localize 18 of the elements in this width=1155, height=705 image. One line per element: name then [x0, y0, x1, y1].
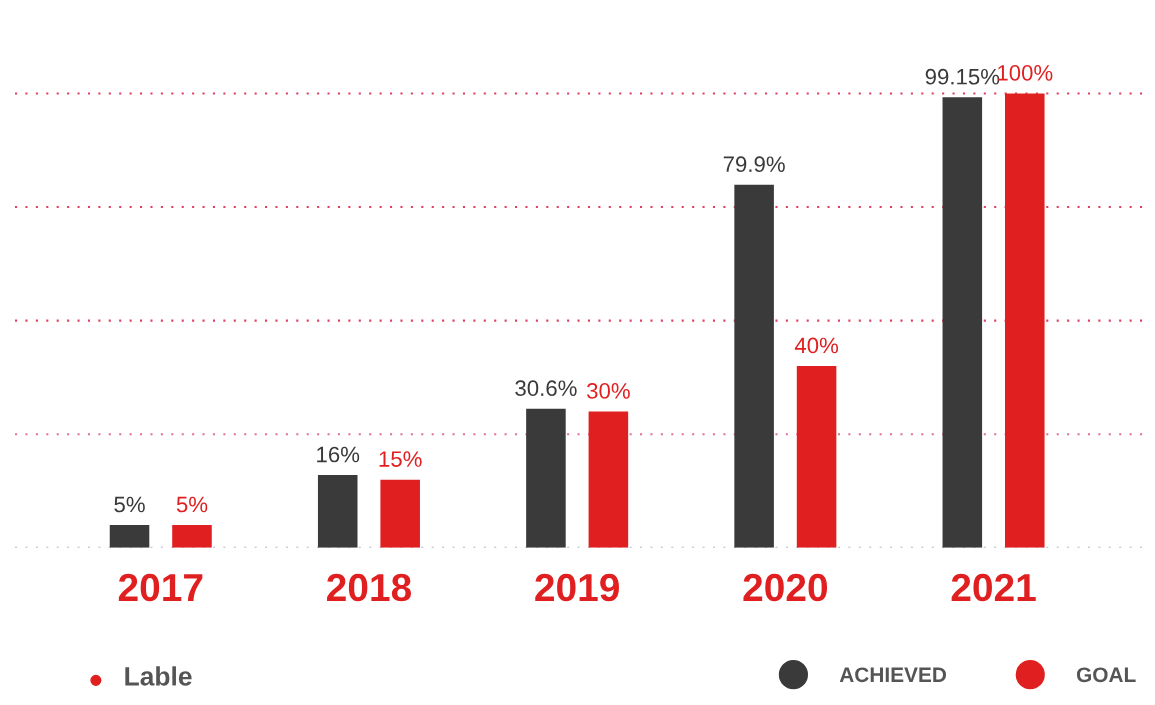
x-tick-label: 2021: [951, 573, 1036, 602]
data-label: 99.15%: [925, 68, 1000, 85]
data-label: 5%: [176, 496, 208, 513]
data-label: 30.6%: [515, 380, 577, 397]
data-label: 100%: [998, 64, 1053, 81]
legend-label: GOAL: [1076, 667, 1136, 683]
data-label: 16%: [317, 446, 360, 463]
data-label: 15%: [379, 451, 422, 467]
data-label: 40%: [794, 337, 839, 354]
data-label: 79.9%: [723, 156, 785, 173]
x-tick-label: 2018: [327, 573, 412, 602]
x-tick-label: 2020: [743, 573, 828, 602]
data-label: 30%: [586, 383, 630, 399]
text: Lable: [125, 666, 192, 686]
data-label: 5%: [114, 496, 145, 513]
x-tick-label: 2019: [535, 573, 619, 602]
x-tick-label: 2017: [118, 573, 203, 602]
legend-label: ACHIEVED: [839, 667, 947, 683]
